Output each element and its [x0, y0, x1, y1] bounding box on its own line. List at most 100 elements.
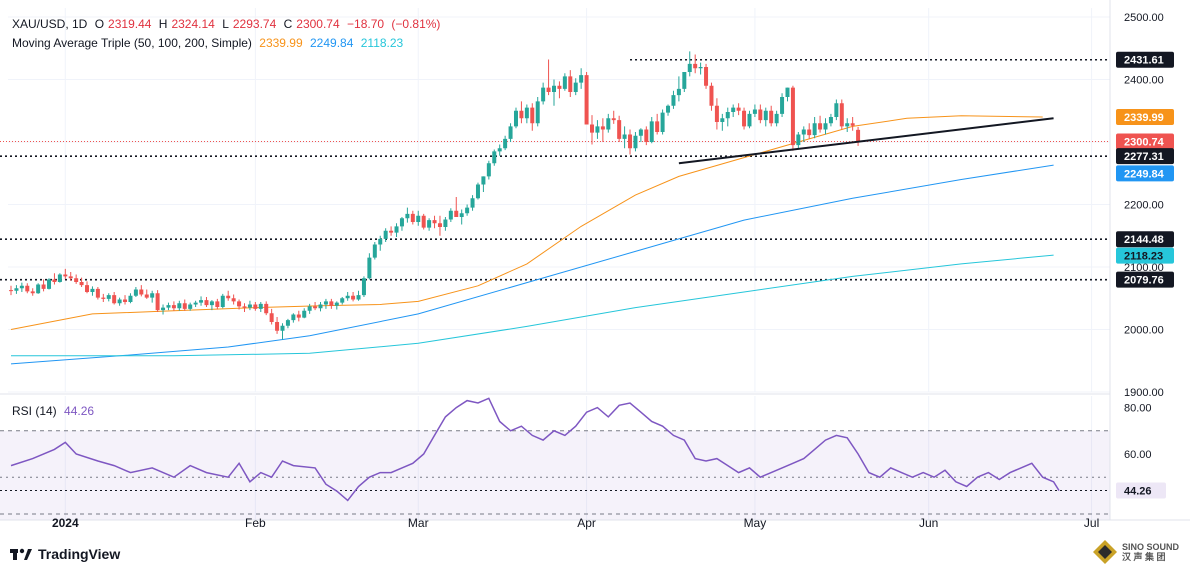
candle-up [448, 210, 453, 220]
ma50-value: 2339.99 [259, 36, 303, 50]
price-label-box [1116, 165, 1174, 182]
candle-up [801, 129, 806, 135]
candle-up [573, 82, 578, 92]
candle-up [128, 295, 133, 302]
candle-up [199, 300, 204, 303]
candle-up [285, 320, 290, 326]
candle-up [552, 85, 556, 92]
candle-up [36, 284, 41, 294]
price-pane [0, 8, 1110, 395]
candle-up [416, 215, 421, 222]
time-axis-tick-label: Mar [408, 516, 429, 530]
candle-down [850, 123, 855, 126]
candle-up [682, 72, 687, 89]
candle-up [307, 306, 312, 311]
open-value: 2319.44 [108, 17, 152, 31]
price-label-box [1116, 133, 1174, 150]
close-value: 2300.74 [296, 17, 340, 31]
high-value: 2324.14 [171, 17, 215, 31]
low-value: 2293.74 [232, 17, 277, 31]
price-label-box [1116, 271, 1174, 288]
candle-down [758, 109, 763, 121]
candle-down [52, 279, 57, 282]
candle-down [112, 295, 117, 304]
candle-up [823, 123, 828, 130]
candle-up [828, 117, 833, 124]
candle-down [74, 278, 79, 282]
candle-up [302, 310, 307, 318]
candle-down [856, 129, 861, 142]
ma-legend: Moving Average Triple (50, 100, 200, Sim… [12, 36, 407, 50]
candle-up [513, 110, 518, 127]
candle-down [204, 300, 209, 306]
candle-up [383, 230, 388, 239]
candle-up [470, 198, 475, 208]
price-label-text: 2300.74 [1124, 137, 1165, 149]
candle-down [704, 67, 709, 86]
candle-up [247, 304, 252, 308]
candle-up [323, 301, 328, 305]
change-value: −18.70 [347, 17, 385, 31]
price-axis-tick-label: 1900.00 [1124, 387, 1164, 399]
price-label-box [1116, 51, 1174, 68]
candle-up [378, 238, 383, 245]
candle-down [85, 285, 90, 292]
time-axis-tick-label: 2024 [52, 516, 79, 530]
ma100-value: 2249.84 [310, 36, 354, 50]
candle-down [329, 301, 334, 306]
candle-up [492, 151, 497, 164]
candle-down [215, 301, 220, 307]
candle-down [546, 87, 551, 92]
candle-up [660, 112, 665, 132]
candle-down [25, 285, 30, 292]
candle-up [427, 220, 432, 228]
candle-up [725, 112, 730, 119]
candle-up [14, 288, 19, 291]
candle-up [258, 303, 263, 309]
candle-down [389, 230, 394, 233]
time-axis-tick-label: Apr [577, 516, 596, 530]
close-label: C [283, 17, 293, 31]
candle-down [231, 298, 236, 302]
high-label: H [158, 17, 168, 31]
ma-100-line [10, 164, 1054, 365]
candle-up [465, 207, 470, 214]
candle-up [834, 103, 839, 117]
rsi-line [10, 397, 1060, 502]
candle-up [117, 299, 122, 304]
open-label: O [94, 17, 105, 31]
price-label-text: 2249.84 [1124, 168, 1165, 180]
price-label-text: 2339.99 [1124, 112, 1164, 124]
candle-down [714, 105, 719, 122]
candle-up [318, 304, 323, 309]
candle-up [633, 135, 638, 149]
candle-up [796, 134, 801, 146]
ma-legend-label: Moving Average Triple (50, 100, 200, Sim… [12, 36, 252, 50]
candle-up [188, 304, 193, 309]
price-label-text: 2118.23 [1124, 251, 1163, 263]
watermark-line-2: 汉 声 集 团 [1122, 552, 1166, 562]
candle-down [226, 295, 231, 299]
price-label-text: 2431.61 [1124, 55, 1164, 67]
candle-up [481, 176, 486, 185]
candle-up [497, 148, 502, 152]
low-label: L [222, 17, 229, 31]
candle-up [747, 113, 752, 127]
candle-up [394, 226, 399, 233]
candle-down [769, 110, 774, 124]
candle-up [356, 295, 361, 300]
candle-down [736, 107, 741, 111]
candle-up [579, 75, 584, 83]
price-label-text: 2144.48 [1124, 234, 1164, 246]
candle-down [237, 301, 242, 307]
symbol-legend: XAU/USD, 1D O 2319.44 H 2324.14 L 2293.74 C… [12, 17, 444, 31]
candle-down [253, 304, 258, 309]
tradingview-branding[interactable]: TradingView [10, 546, 120, 562]
candle-down [655, 121, 660, 132]
candle-up [361, 278, 366, 296]
candle-up [340, 298, 345, 303]
candle-down [182, 303, 187, 309]
candle-up [503, 138, 508, 149]
rsi-legend-value: 44.26 [64, 404, 95, 418]
